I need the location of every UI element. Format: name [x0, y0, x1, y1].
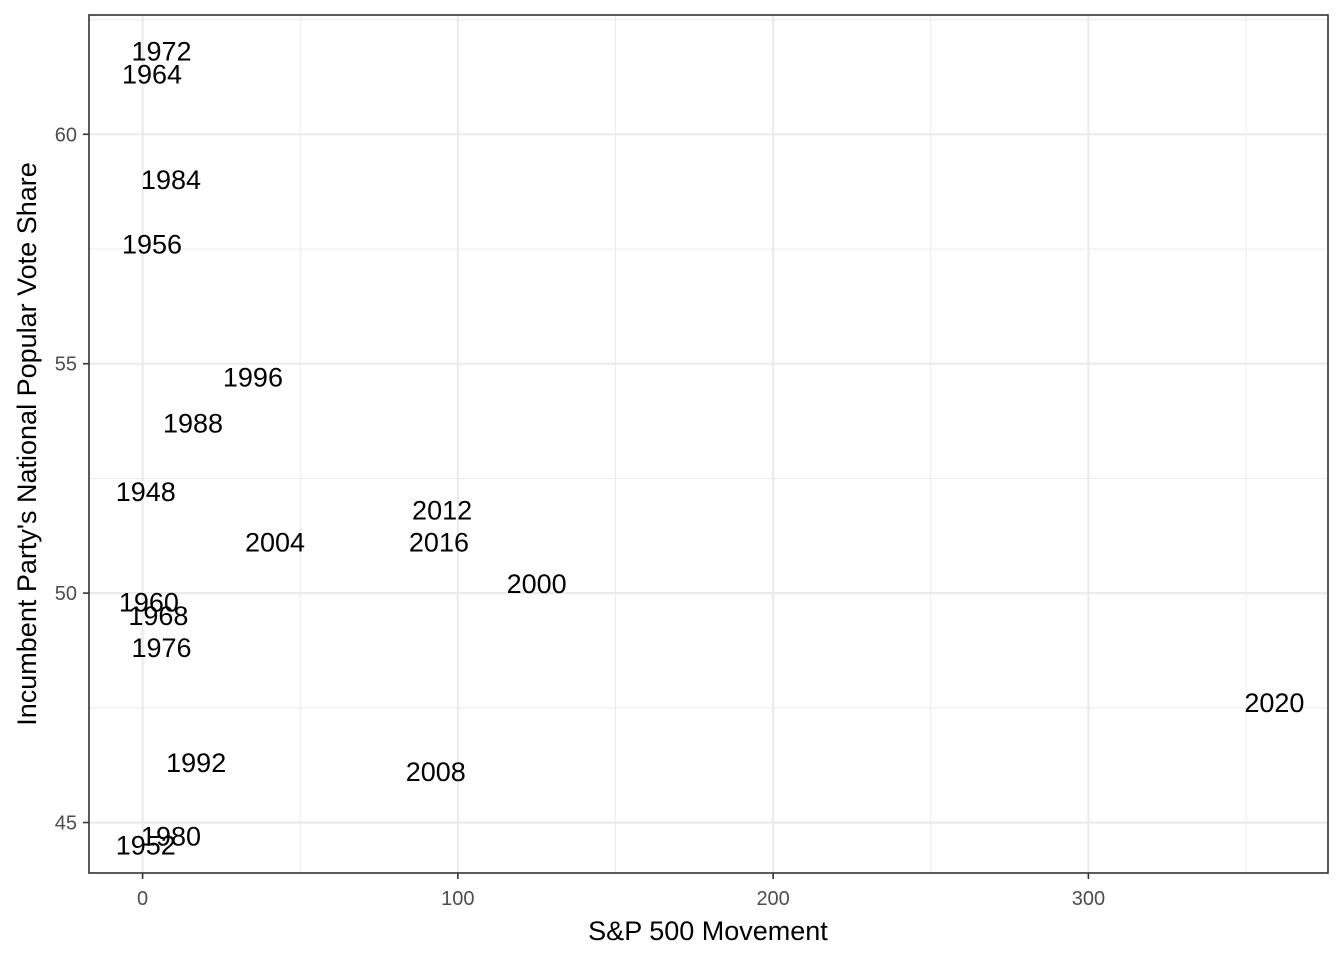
- point-label-2008: 2008: [406, 757, 466, 787]
- x-axis-title: S&P 500 Movement: [588, 916, 828, 946]
- y-axis: 45 50 55 60: [55, 124, 89, 835]
- point-label-1968: 1968: [128, 601, 188, 631]
- minor-gridlines: [89, 15, 1328, 873]
- point-label-1964: 1964: [122, 60, 182, 90]
- plot-border: [88, 14, 1329, 874]
- major-gridlines: [89, 15, 1328, 873]
- x-axis: 0 100 200 300: [137, 873, 1105, 910]
- point-label-1980: 1980: [141, 821, 201, 851]
- point-label-1952: 1952: [116, 830, 176, 860]
- point-label-1960: 1960: [119, 587, 179, 617]
- y-tick-label: 60: [55, 124, 77, 146]
- point-label-1972: 1972: [131, 37, 191, 67]
- y-tick-label: 45: [55, 813, 77, 835]
- point-label-1996: 1996: [223, 362, 283, 392]
- point-label-1992: 1992: [166, 748, 226, 778]
- y-tick-label: 50: [55, 583, 77, 605]
- point-label-2012: 2012: [412, 496, 472, 526]
- point-label-2016: 2016: [409, 528, 469, 558]
- point-label-2020: 2020: [1244, 688, 1304, 718]
- point-label-1988: 1988: [163, 408, 223, 438]
- plot-background: [89, 15, 1328, 873]
- x-tick-label: 100: [441, 888, 474, 910]
- x-tick-label: 300: [1072, 888, 1105, 910]
- point-label-2000: 2000: [507, 569, 567, 599]
- point-label-1956: 1956: [122, 229, 182, 259]
- point-label-1976: 1976: [131, 633, 191, 663]
- y-axis-title: Incumbent Party's National Popular Vote …: [12, 162, 42, 725]
- point-label-1984: 1984: [141, 165, 201, 195]
- x-tick-label: 0: [137, 888, 148, 910]
- point-label-1948: 1948: [116, 477, 176, 507]
- point-label-2004: 2004: [245, 528, 305, 558]
- x-tick-label: 200: [756, 888, 789, 910]
- y-tick-label: 55: [55, 354, 77, 376]
